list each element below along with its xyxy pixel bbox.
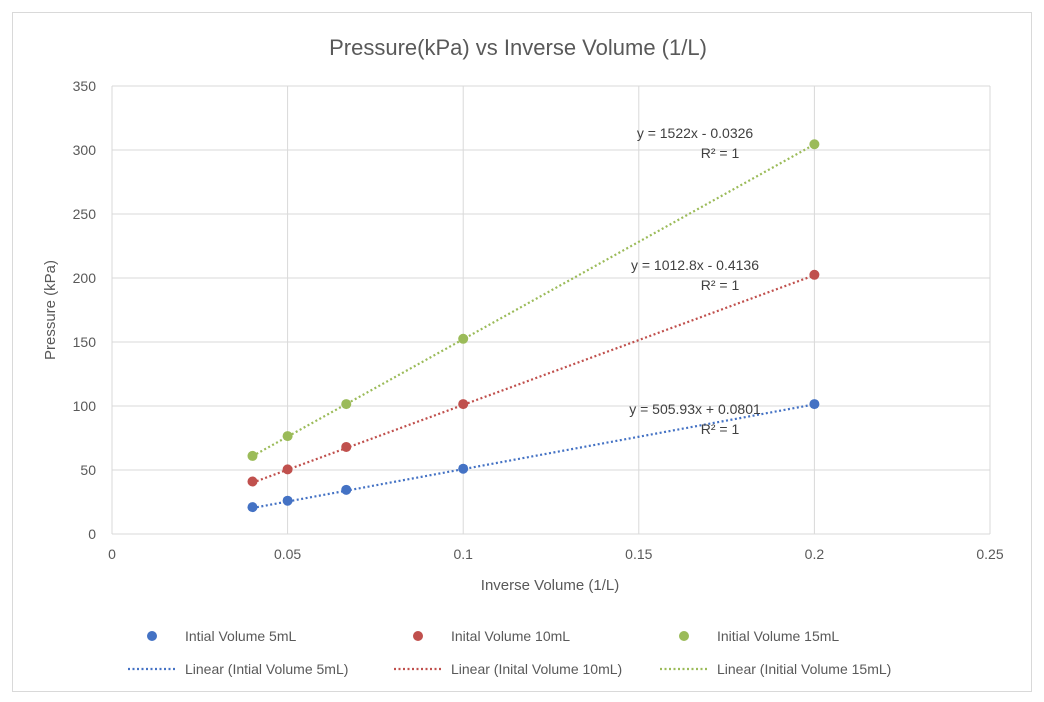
trendline-r2: R² = 1 [701, 421, 740, 437]
legend-label: Linear (Intial Volume 5mL) [185, 661, 348, 677]
legend-item[interactable]: Linear (Inital Volume 10mL) [394, 661, 622, 677]
y-tick-label: 200 [73, 270, 97, 286]
legend-item[interactable]: Linear (Initial Volume 15mL) [660, 661, 891, 677]
data-point [282, 464, 293, 475]
x-tick-label: 0.05 [274, 546, 301, 562]
x-tick-label: 0 [108, 546, 116, 562]
y-tick-label: 150 [73, 334, 97, 350]
y-tick-labels: 0 50 100 150 200 250 300 350 [73, 78, 97, 542]
trendline-equation: y = 1012.8x - 0.4136 [631, 257, 759, 273]
data-point [809, 139, 820, 150]
y-tick-label: 350 [73, 78, 97, 94]
data-points [247, 139, 820, 513]
data-point [809, 269, 820, 280]
data-point [282, 495, 293, 506]
data-point [341, 399, 352, 410]
legend-item[interactable]: Intial Volume 5mL [147, 628, 296, 644]
chart-area [12, 12, 1032, 692]
data-point [458, 333, 469, 344]
gridlines [111, 85, 991, 535]
data-point [247, 450, 258, 461]
legend-label: Linear (Inital Volume 10mL) [451, 661, 622, 677]
data-point [458, 399, 469, 410]
trendline [252, 403, 815, 510]
x-tick-label: 0.15 [625, 546, 652, 562]
legend-item[interactable]: Linear (Intial Volume 5mL) [128, 661, 348, 677]
x-axis-title: Inverse Volume (1/L) [481, 577, 619, 594]
legend-item[interactable]: Initial Volume 15mL [679, 628, 839, 644]
trendline [252, 274, 815, 484]
legend-label: Linear (Initial Volume 15mL) [717, 661, 891, 677]
legend-item[interactable]: Inital Volume 10mL [413, 628, 570, 644]
y-tick-label: 300 [73, 142, 97, 158]
data-point [458, 463, 469, 474]
x-tick-label: 0.25 [976, 546, 1003, 562]
data-point [247, 502, 258, 513]
y-tick-label: 100 [73, 398, 97, 414]
data-point [341, 484, 352, 495]
legend-marker [413, 631, 423, 641]
legend-marker [147, 631, 157, 641]
legend-marker [679, 631, 689, 641]
trendlines [251, 143, 815, 510]
x-tick-label: 0.1 [453, 546, 473, 562]
legend-label: Intial Volume 5mL [185, 628, 296, 644]
trendline-r2: R² = 1 [701, 277, 740, 293]
y-tick-label: 0 [88, 526, 96, 542]
legend-label: Initial Volume 15mL [717, 628, 839, 644]
legend[interactable]: Intial Volume 5mL Linear (Intial Volume 5… [128, 628, 891, 677]
data-point [809, 399, 820, 410]
x-tick-label: 0.2 [805, 546, 825, 562]
data-point [341, 441, 352, 452]
y-tick-label: 50 [80, 462, 96, 478]
y-tick-label: 250 [73, 206, 97, 222]
trendline-equations: y = 505.93x + 0.0801 R² = 1 y = 1012.8x - … [629, 125, 761, 437]
x-tick-labels: 0 0.05 0.1 0.15 0.2 0.25 [108, 546, 1004, 562]
legend-label: Inital Volume 10mL [451, 628, 570, 644]
trendline [251, 143, 815, 458]
y-axis-title: Pressure (kPa) [42, 260, 59, 360]
trendline-equation: y = 1522x - 0.0326 [637, 125, 754, 141]
trendline-equation: y = 505.93x + 0.0801 [629, 401, 761, 417]
chart-title: Pressure(kPa) vs Inverse Volume (1/L) [329, 35, 707, 60]
data-point [247, 476, 258, 487]
trendline-r2: R² = 1 [701, 145, 740, 161]
data-point [282, 431, 293, 442]
